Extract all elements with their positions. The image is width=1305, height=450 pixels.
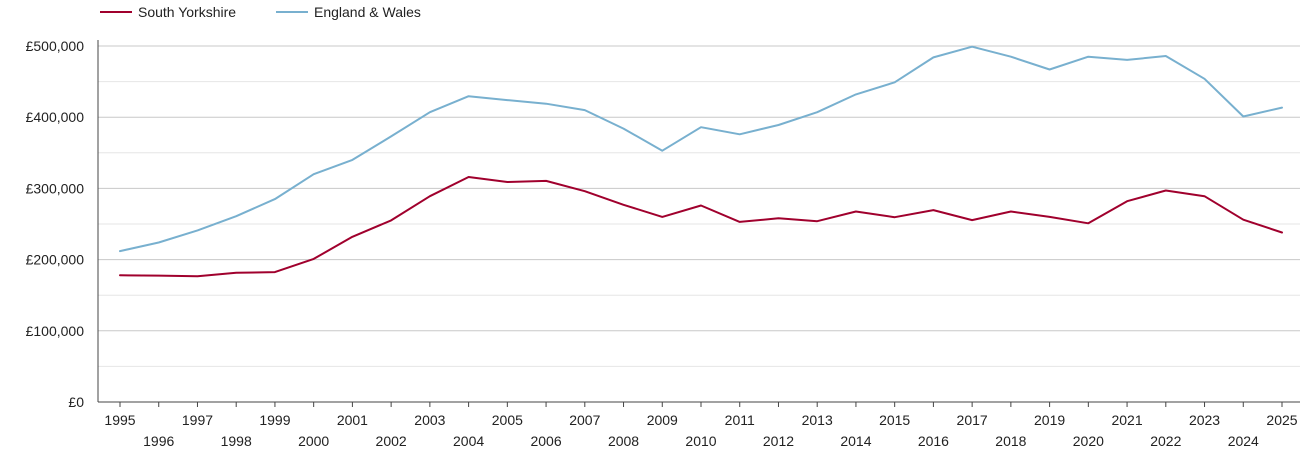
x-tick-label: 2001 [337,412,368,428]
x-tick-label: 2014 [840,433,871,449]
legend-label-south-yorkshire: South Yorkshire [138,4,236,20]
x-tick-label: 2016 [918,433,949,449]
x-tick-label: 2022 [1150,433,1181,449]
series-layer [119,45,1283,278]
x-tick-label: 2015 [879,412,910,428]
x-tick-label: 1996 [143,433,174,449]
x-tick-label: 2020 [1073,433,1104,449]
y-tick-label: £0 [68,394,84,410]
x-tick-label: 2004 [453,433,484,449]
x-tick-label: 1998 [221,433,252,449]
x-tick-label: 2021 [1111,412,1142,428]
x-tick-label: 2011 [725,412,755,428]
y-tick-label: £100,000 [26,323,85,339]
x-tick-label: 2017 [957,412,988,428]
x-tick-label: 2025 [1266,412,1297,428]
x-tick-label: 2012 [763,433,794,449]
series-line-england-wales [119,45,1283,253]
x-tick-label: 1995 [104,412,135,428]
x-tick-label: 2007 [569,412,600,428]
x-tick-label: 2003 [414,412,445,428]
x-tick-label: 2013 [802,412,833,428]
x-tick-label: 2005 [492,412,523,428]
legend-label-england-wales: England & Wales [314,4,421,20]
x-tick-label: 2019 [1034,412,1065,428]
x-tick-label: 1997 [182,412,213,428]
x-tick-label: 2009 [647,412,678,428]
x-tick-label: 2006 [530,433,561,449]
y-tick-label: £300,000 [26,180,85,196]
x-tick-label: 2023 [1189,412,1220,428]
y-tick-label: £500,000 [26,38,85,54]
y-tick-label: £200,000 [26,252,85,268]
legend: South Yorkshire England & Wales [100,4,421,20]
x-tick-label: 2002 [376,433,407,449]
series-line-south-yorkshire [119,176,1283,278]
x-tick-label: 2010 [685,433,716,449]
axis-layer: £0 £100,000 £200,000 £300,000 £400,000 £500,0… [26,38,1300,449]
legend-item-england-wales[interactable]: England & Wales [276,4,421,20]
x-tick-label: 1999 [259,412,290,428]
x-tick-label: 2024 [1228,433,1259,449]
y-tick-label: £400,000 [26,109,85,125]
grid-layer [98,45,1300,367]
legend-item-south-yorkshire[interactable]: South Yorkshire [100,4,236,20]
x-tick-label: 2008 [608,433,639,449]
x-tick-label: 2000 [298,433,329,449]
x-tick-label: 2018 [995,433,1026,449]
